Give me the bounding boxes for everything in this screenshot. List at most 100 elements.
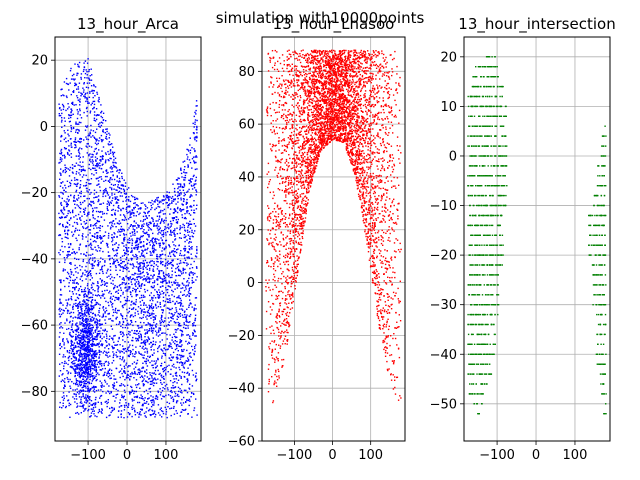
scatter-point [73, 199, 75, 202]
scatter-point [138, 416, 140, 418]
scatter-point [89, 318, 92, 320]
scatter-point [82, 376, 85, 378]
scatter-point [161, 234, 163, 236]
scatter-point [115, 226, 117, 228]
scatter-point [182, 200, 185, 203]
scatter-point [91, 359, 93, 362]
scatter-point [101, 343, 103, 345]
scatter-point [78, 248, 80, 251]
scatter-point [188, 212, 190, 215]
scatter-point [99, 354, 101, 356]
scatter-point [129, 232, 131, 235]
scatter-point [76, 109, 78, 111]
scatter-point [67, 237, 69, 240]
scatter-point [81, 354, 84, 356]
scatter-point [180, 197, 182, 199]
scatter-point [106, 172, 108, 174]
scatter-point [135, 272, 137, 275]
scatter-point [100, 134, 103, 137]
scatter-point [147, 392, 149, 395]
scatter-point [60, 216, 63, 218]
scatter-point [69, 262, 71, 264]
scatter-point [98, 410, 101, 412]
scatter-point [77, 63, 79, 66]
scatter-point [182, 316, 184, 318]
scatter-point [73, 365, 76, 367]
scatter-point [188, 231, 191, 233]
scatter-point [87, 274, 90, 277]
scatter-point [106, 207, 108, 210]
scatter-point [137, 280, 140, 283]
scatter-point [190, 396, 192, 398]
scatter-point [179, 312, 182, 315]
scatter-point [177, 379, 180, 381]
scatter-point [134, 242, 137, 244]
scatter-point [76, 204, 78, 206]
scatter-point [112, 314, 114, 317]
scatter-point [60, 136, 62, 138]
scatter-point [95, 140, 97, 142]
scatter-point [187, 358, 190, 361]
scatter-point [97, 180, 100, 182]
scatter-point [128, 310, 130, 313]
scatter-point [90, 275, 92, 277]
scatter-point [82, 404, 84, 407]
scatter-point [147, 229, 150, 231]
scatter-point [118, 207, 120, 209]
scatter-point [148, 269, 151, 271]
scatter-point [108, 312, 110, 315]
scatter-point [144, 218, 146, 221]
scatter-point [160, 375, 162, 377]
scatter-point [89, 337, 91, 339]
scatter-point [163, 367, 166, 369]
scatter-point [129, 393, 131, 395]
scatter-point [97, 210, 100, 213]
scatter-point [62, 354, 65, 356]
scatter-point [155, 242, 158, 245]
scatter-point [116, 189, 118, 191]
scatter-point [112, 239, 114, 241]
scatter-point [123, 417, 125, 419]
scatter-point [181, 362, 184, 364]
scatter-point [141, 325, 143, 327]
scatter-point [140, 335, 142, 338]
scatter-point [137, 310, 139, 313]
scatter-point [116, 252, 119, 255]
scatter-point [124, 372, 126, 374]
scatter-point [112, 220, 114, 222]
scatter-point [88, 309, 90, 311]
scatter-point [111, 276, 113, 278]
scatter-point [170, 281, 173, 284]
scatter-point [80, 347, 82, 349]
scatter-point [82, 348, 84, 351]
scatter-point [72, 287, 74, 289]
scatter-point [115, 367, 117, 370]
scatter-point [142, 262, 144, 265]
scatter-point [111, 194, 113, 196]
scatter-point [182, 366, 185, 368]
scatter-point [68, 321, 71, 324]
scatter-point [180, 237, 182, 239]
scatter-point [133, 361, 136, 363]
scatter-point [145, 380, 148, 383]
scatter-point [179, 362, 181, 364]
scatter-point [92, 200, 94, 203]
scatter-point [193, 132, 195, 134]
scatter-point [87, 191, 89, 193]
scatter-point [194, 350, 196, 353]
scatter-point [92, 294, 94, 296]
scatter-point [122, 326, 124, 329]
scatter-point [150, 202, 152, 204]
scatter-point [79, 301, 81, 304]
scatter-point [119, 169, 121, 171]
scatter-point [63, 380, 65, 382]
scatter-point [92, 368, 94, 370]
scatter-point [60, 201, 62, 204]
scatter-point [195, 137, 197, 139]
scatter-point [96, 143, 98, 146]
scatter-point [108, 369, 110, 371]
scatter-point [158, 206, 161, 208]
scatter-point [109, 318, 112, 320]
scatter-point [81, 169, 84, 171]
scatter-point [87, 361, 90, 363]
